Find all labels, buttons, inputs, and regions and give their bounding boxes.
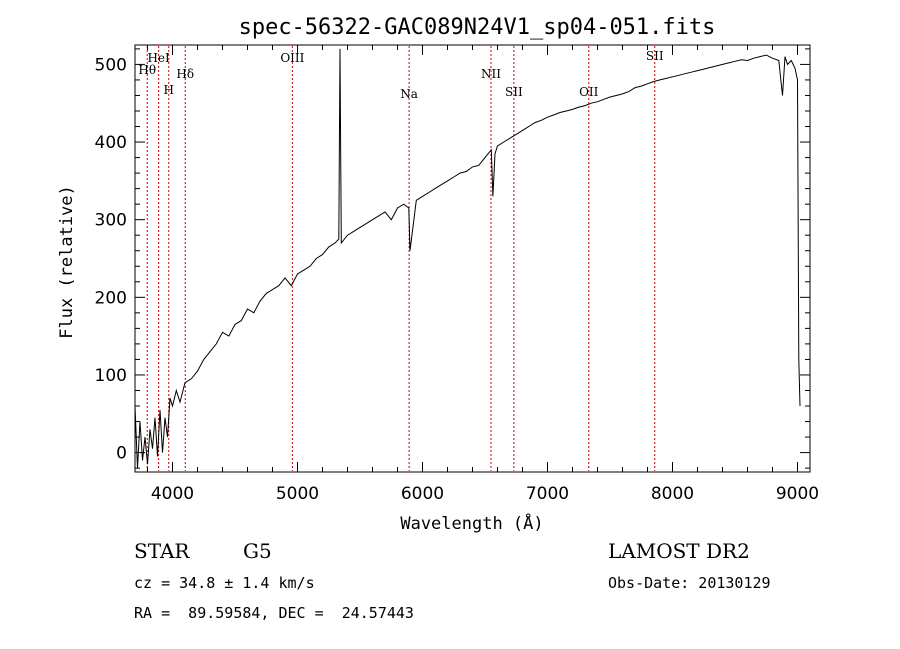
y-tick-label: 0 bbox=[116, 444, 127, 464]
line-marker-label: Hδ bbox=[176, 67, 194, 81]
y-tick-label: 500 bbox=[95, 55, 127, 75]
line-marker-label: NII bbox=[481, 67, 501, 81]
line-marker-label: OIII bbox=[280, 51, 304, 65]
line-marker-label: SII bbox=[646, 49, 664, 63]
line-marker-label: Na bbox=[400, 87, 418, 101]
x-tick-label: 4000 bbox=[151, 484, 194, 504]
x-tick-label: 7000 bbox=[526, 484, 569, 504]
line-marker-label: SII bbox=[505, 85, 523, 99]
x-axis-label: Wavelength (Å) bbox=[400, 512, 543, 534]
chart-title: spec-56322-GAC089N24V1_sp04-051.fits bbox=[239, 15, 716, 40]
y-tick-label: 100 bbox=[95, 366, 127, 386]
y-tick-label: 300 bbox=[95, 211, 127, 231]
coordinates: RA = 89.59584, DEC = 24.57443 bbox=[134, 604, 414, 622]
x-tick-label: 5000 bbox=[276, 484, 319, 504]
survey-release: LAMOST DR2 bbox=[608, 539, 750, 563]
y-tick-label: 400 bbox=[95, 133, 127, 153]
object-class: STAR bbox=[134, 539, 190, 563]
y-tick-label: 200 bbox=[95, 288, 127, 308]
axis-ticks: 4000 5000 6000 7000 8000 9000 0 100 200 300 400 500 bbox=[95, 45, 819, 504]
line-marker-label: OII bbox=[579, 85, 599, 99]
x-tick-label: 8000 bbox=[651, 484, 694, 504]
x-tick-label: 6000 bbox=[401, 484, 444, 504]
spectrum-line bbox=[134, 48, 801, 469]
redshift-line: cz = 34.8 ± 1.4 km/s bbox=[134, 574, 315, 592]
observation-date: Obs-Date: 20130129 bbox=[608, 574, 771, 592]
line-marker-label: H bbox=[164, 83, 174, 97]
y-axis-label: Flux (relative) bbox=[57, 185, 77, 339]
x-tick-label: 9000 bbox=[776, 484, 819, 504]
line-marker-label: HeI bbox=[147, 51, 170, 65]
object-subclass: G5 bbox=[243, 539, 272, 563]
plot-frame bbox=[134, 44, 811, 473]
line-marker-label: Hθ bbox=[138, 63, 156, 77]
